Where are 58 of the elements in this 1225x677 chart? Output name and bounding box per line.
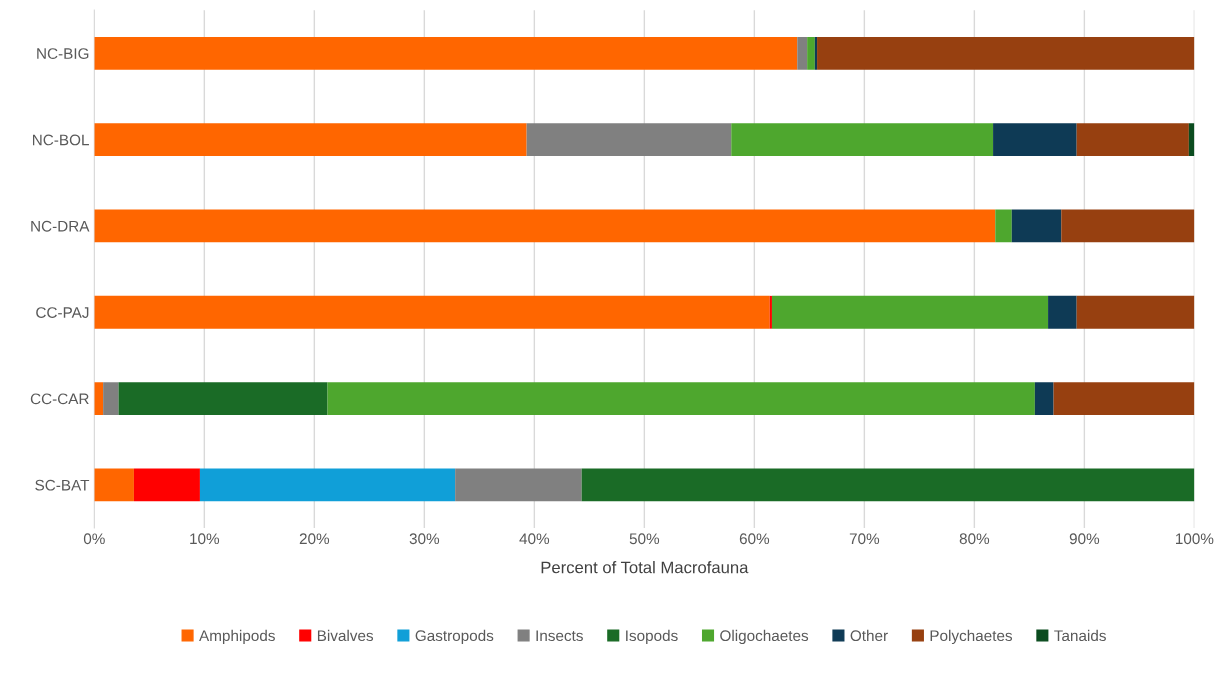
bar [526,123,732,157]
bar [807,36,815,70]
x-tick-label: 50% [629,533,660,545]
bar [133,468,200,502]
bar [995,209,1012,243]
legend-label: Gastropods [415,629,494,645]
bar [814,36,818,70]
bar [1076,295,1195,329]
bar [731,123,994,157]
bar [94,123,527,157]
bar [797,36,808,70]
x-axis-title: Percent of Total Macrofauna [541,561,749,574]
legend-label: Other [850,629,888,642]
bar [817,36,1195,70]
y-tick-label: NC-BIG [37,48,89,59]
bar [1048,295,1077,329]
bar [1034,382,1054,415]
bar [769,295,772,329]
legend-label: Insects [536,630,583,642]
x-tick-label: 20% [299,533,330,545]
bar [118,382,328,415]
x-tick-label: 30% [409,533,440,545]
bar [94,468,134,502]
bar [103,382,119,415]
legend-label: Bivalves [317,629,374,642]
y-tick-label: CC-PAJ [36,307,89,318]
y-tick-label: SC-BAT [35,479,90,491]
bar [455,468,582,502]
bar [1061,209,1195,243]
bar [94,36,798,70]
y-tick-label: CC-CAR [30,393,89,405]
legend-label: Tanaids [1054,629,1106,642]
x-tick-label: 60% [739,533,770,545]
x-tick-label: 80% [959,533,990,545]
bar [1076,123,1189,157]
x-tick-label: 90% [1069,533,1100,545]
bar [94,382,104,415]
x-tick-label: 0% [83,533,105,545]
legend-label: Amphipods [199,629,275,645]
y-tick-label: NC-DRA [31,220,90,232]
bar [1188,123,1195,157]
bar [94,209,996,243]
legend-label: Polychaetes [930,629,1013,645]
x-tick-label: 100% [1176,533,1214,545]
bar [771,295,1049,329]
x-tick-label: 10% [190,533,220,545]
bar [1011,209,1062,243]
bar [94,295,770,329]
bar [993,123,1077,157]
y-tick-label: NC-BOL [32,134,89,146]
legend-label: Oligochaetes [720,629,809,645]
x-tick-label: 40% [519,533,550,545]
bar [1053,382,1195,415]
bar [327,382,1035,415]
bar [199,468,456,502]
x-tick-label: 70% [849,533,880,545]
bar [581,468,1195,502]
legend-label: Isopods [626,629,678,645]
